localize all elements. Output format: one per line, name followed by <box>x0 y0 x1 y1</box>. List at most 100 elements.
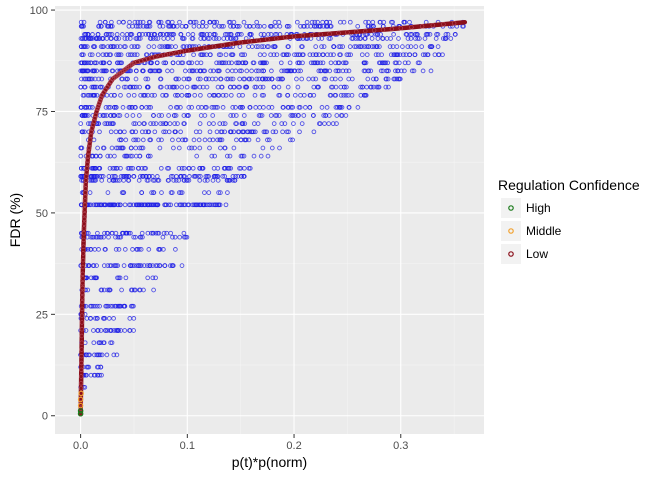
data-point <box>135 23 141 29</box>
data-point <box>176 165 182 171</box>
data-point <box>193 19 199 25</box>
data-point <box>215 137 220 143</box>
data-point <box>171 178 177 183</box>
data-point <box>141 92 146 98</box>
data-point <box>102 328 108 333</box>
data-point <box>137 36 143 41</box>
low-point <box>84 174 89 179</box>
data-point <box>97 129 102 135</box>
data-point <box>128 202 134 208</box>
data-point <box>150 36 156 41</box>
data-point <box>86 92 92 98</box>
data-point <box>360 84 365 90</box>
data-point <box>333 68 339 74</box>
data-point <box>324 68 329 74</box>
data-point <box>194 68 200 74</box>
low-point <box>80 264 86 270</box>
data-point <box>259 92 265 98</box>
data-point <box>272 44 278 49</box>
data-point <box>202 190 207 195</box>
data-point <box>148 68 153 74</box>
data-point <box>290 105 296 110</box>
data-point <box>147 60 153 66</box>
data-point <box>343 68 349 74</box>
data-point <box>166 165 172 171</box>
data-point <box>169 190 175 195</box>
data-point <box>319 105 325 110</box>
low-point <box>300 33 306 38</box>
data-point <box>254 76 260 82</box>
data-point <box>316 84 321 90</box>
data-point <box>132 84 137 90</box>
data-point <box>253 105 259 110</box>
data-point <box>175 105 180 110</box>
low-point <box>451 21 457 26</box>
scatter-points <box>78 19 466 390</box>
data-point <box>87 352 92 358</box>
data-point <box>117 60 122 66</box>
data-point <box>143 76 149 82</box>
data-point <box>191 52 196 58</box>
data-point <box>257 52 263 58</box>
data-point <box>85 364 91 370</box>
data-point <box>349 76 355 82</box>
data-point <box>291 121 296 126</box>
data-point <box>81 60 87 66</box>
data-point <box>373 76 379 82</box>
data-point <box>294 19 300 25</box>
data-point <box>385 60 391 66</box>
low-point <box>247 39 252 44</box>
data-point <box>292 92 298 98</box>
low-point <box>229 41 235 47</box>
data-point <box>115 263 121 268</box>
data-point <box>327 92 333 98</box>
data-point <box>238 137 244 143</box>
data-point <box>280 129 285 135</box>
data-point <box>112 165 118 171</box>
data-point <box>299 121 305 126</box>
data-point <box>252 129 258 135</box>
data-point <box>265 76 270 82</box>
data-point <box>186 76 192 82</box>
data-point <box>92 84 98 90</box>
data-point <box>298 68 303 74</box>
data-point <box>271 84 277 90</box>
low-point <box>283 35 288 40</box>
data-point <box>147 137 153 143</box>
data-point <box>112 44 117 49</box>
data-point <box>277 76 282 82</box>
data-point <box>117 137 122 143</box>
data-point <box>150 178 156 183</box>
data-point <box>334 121 339 126</box>
data-point <box>422 52 428 58</box>
data-point <box>124 153 129 159</box>
data-point <box>407 52 412 58</box>
data-point <box>218 52 224 58</box>
data-point <box>279 121 285 126</box>
data-point <box>261 92 266 98</box>
data-point <box>143 32 149 37</box>
data-point <box>225 165 230 171</box>
data-point <box>159 190 164 195</box>
data-point <box>219 60 225 66</box>
data-point <box>130 113 136 118</box>
data-point <box>145 129 151 135</box>
data-point <box>88 234 94 240</box>
data-point <box>244 84 250 90</box>
data-point <box>405 36 411 41</box>
data-point <box>343 92 349 98</box>
data-point <box>129 105 135 110</box>
data-point <box>197 178 203 183</box>
data-point <box>138 202 144 208</box>
data-point <box>105 287 111 293</box>
data-point <box>153 263 159 268</box>
data-point <box>139 165 145 171</box>
data-point <box>151 113 156 118</box>
data-point <box>391 32 396 37</box>
data-point <box>153 230 159 236</box>
data-point <box>190 84 196 90</box>
data-point <box>82 129 87 135</box>
data-point <box>211 92 217 98</box>
data-point <box>94 60 99 66</box>
data-point <box>317 23 323 29</box>
